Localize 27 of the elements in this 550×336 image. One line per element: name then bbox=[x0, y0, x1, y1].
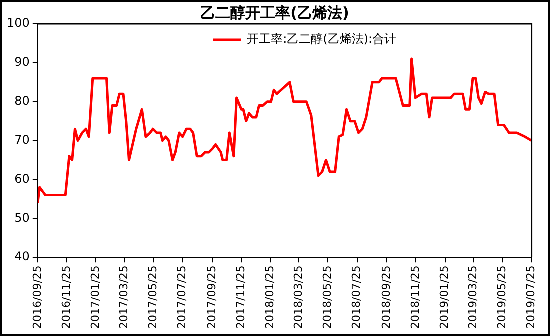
x-tick-label: 2018/01/25 bbox=[264, 266, 277, 330]
x-tick-label: 2019/03/25 bbox=[466, 266, 480, 330]
y-tick-label: 50 bbox=[14, 210, 30, 225]
legend-label: 开工率:乙二醇(乙烯法):合计 bbox=[247, 32, 397, 46]
y-tick-label: 70 bbox=[14, 132, 30, 147]
x-tick-label: 2017/11/25 bbox=[234, 266, 248, 330]
x-tick-label: 2019/01/25 bbox=[438, 266, 452, 330]
y-tick-label: 80 bbox=[14, 94, 30, 108]
x-tick-label: 2019/07/25 bbox=[524, 266, 538, 330]
x-tick-label: 2018/11/25 bbox=[408, 266, 422, 330]
y-tick-label: 40 bbox=[14, 250, 30, 264]
y-tick-label: 100 bbox=[7, 16, 30, 30]
x-tick-label: 2017/07/25 bbox=[176, 266, 189, 330]
x-tick-label: 2019/05/25 bbox=[495, 266, 508, 330]
x-tick-label: 2017/01/25 bbox=[89, 266, 102, 330]
y-tick-label: 90 bbox=[14, 55, 30, 70]
x-tick-label: 2018/03/25 bbox=[292, 266, 305, 330]
x-tick-label: 2017/05/25 bbox=[146, 266, 160, 330]
chart-title: 乙二醇开工率(乙烯法) bbox=[200, 4, 350, 22]
x-tick-label: 2017/03/25 bbox=[117, 266, 130, 330]
y-tick-label: 60 bbox=[14, 172, 30, 186]
x-tick-label: 2016/09/25 bbox=[30, 266, 44, 330]
x-tick-label: 2018/05/25 bbox=[320, 266, 334, 330]
x-tick-label: 2016/11/25 bbox=[60, 266, 73, 330]
x-tick-label: 2018/09/25 bbox=[380, 266, 393, 330]
x-tick-label: 2018/07/25 bbox=[350, 266, 364, 330]
x-tick-label: 2017/09/25 bbox=[205, 266, 218, 330]
